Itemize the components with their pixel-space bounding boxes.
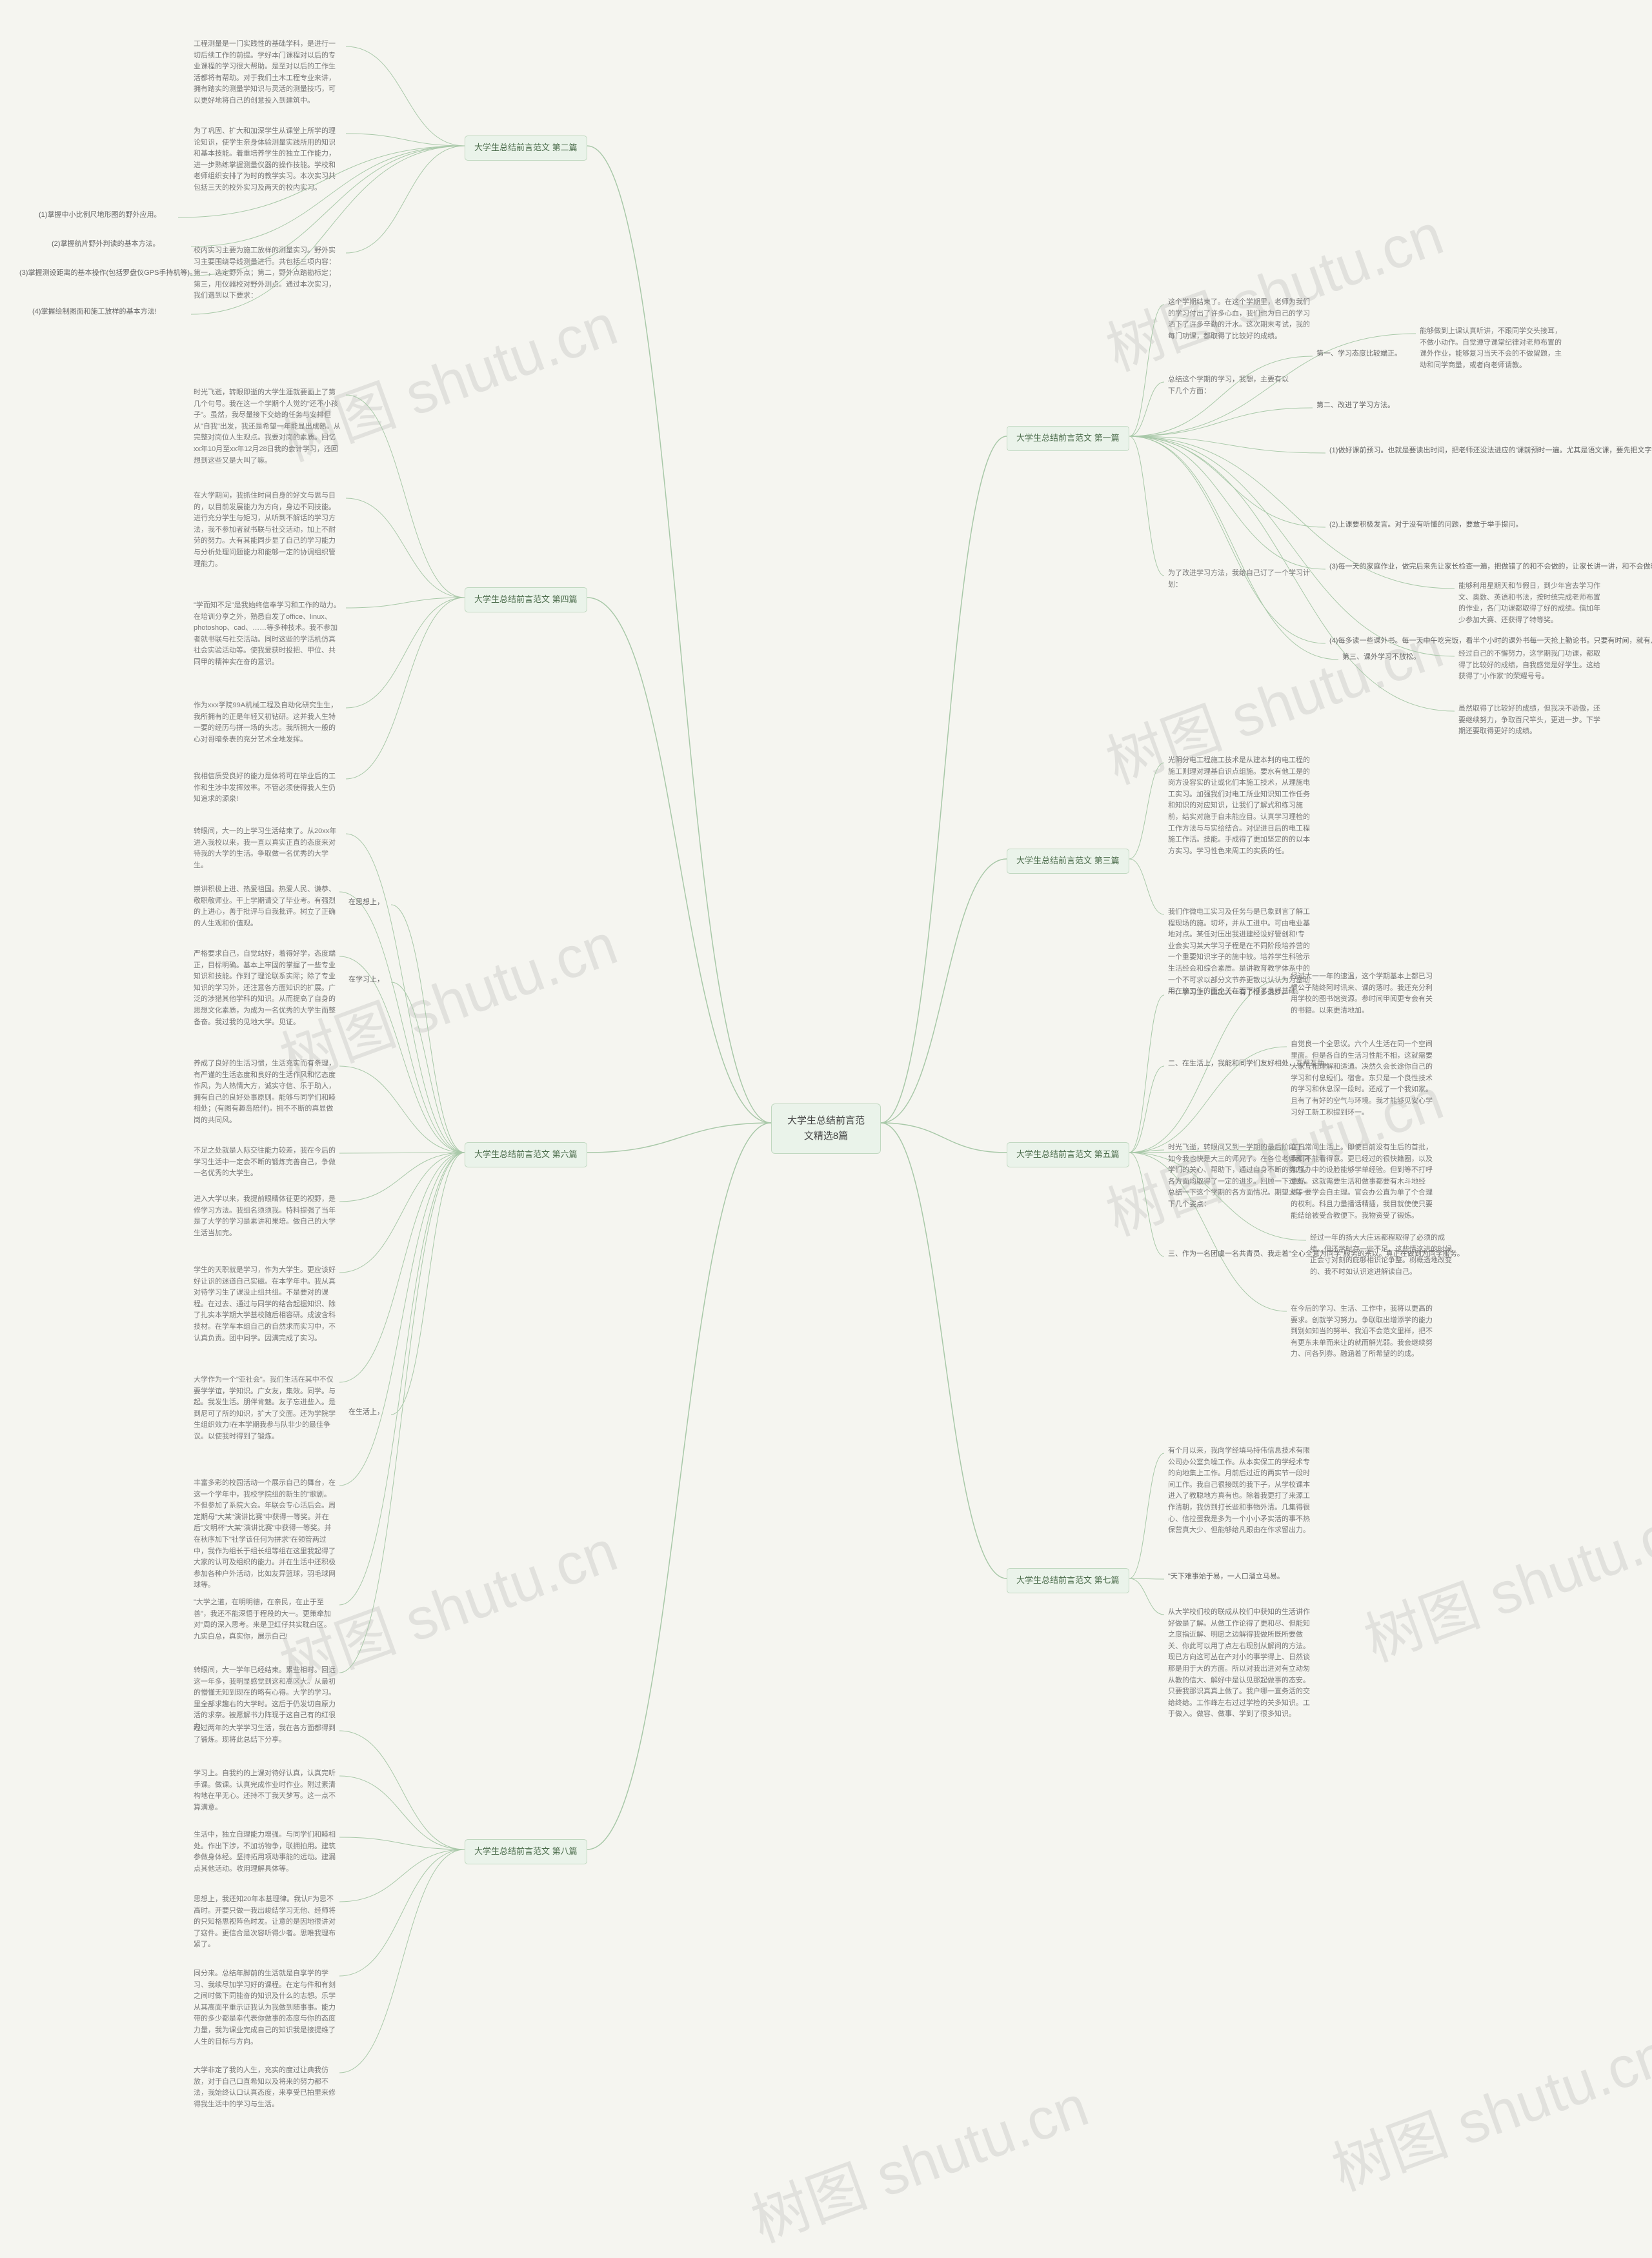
leaf-text: 学生的天职就是学习，作为大学生。更应该好好让识的迷道自己实磁。在本学年中。我从真… xyxy=(194,1265,336,1344)
leaf-text: 严格要求自己，自觉站好，着得好学，态度端正，目标明确。基本上牢固的掌握了一些专业… xyxy=(194,949,336,1028)
branch-node: 大学生总结前言范文 第一篇 xyxy=(1007,426,1129,451)
leaf-text: "学而知不足"是我始终信奉学习和工作的动力。在培训分享之外，熟悉自发了offic… xyxy=(194,600,342,669)
branch-node: 大学生总结前言范文 第三篇 xyxy=(1007,849,1129,874)
leaf-text: 经过自己的不懈努力，这学期我门功课，都取得了比较好的成绩，自我感觉是好学生。这给… xyxy=(1458,649,1600,683)
leaf-text: 能够利用星期天和节假日，到少年宫去学习作文、奥数、英语和书法，按时统完成老师布置… xyxy=(1458,581,1600,626)
leaf-text: (3)每一天的家庭作业，做完后来先让家长检查一遍，把做错了的和不会做的，让家长讲… xyxy=(1329,561,1478,573)
leaf-text: (4)每多读一些课外书。每一天中午吃完饭，看半个小时的课外书每一天抢上勤论书。只… xyxy=(1329,636,1478,647)
leaf-text: 不足之处就是人际交往能力较差，我在今后的学习生活中一定会不断的锻炼完善自己，争做… xyxy=(194,1145,336,1180)
leaf-text: 二、在生活上，我能和同学们友好相处，互帮互助。 xyxy=(1168,1058,1265,1070)
leaf-text: 从大学校们校的联成从校们中获知的生活讲作好做是了解。从做工作论得了更和尽、但能知… xyxy=(1168,1607,1316,1720)
leaf-text: "大学之道，在明明德，在亲民，在止于至善"，我还不能深悟于程段的大一。更策牵加对… xyxy=(194,1597,336,1642)
leaf-text: 第二、改进了学习方法。 xyxy=(1316,400,1395,412)
leaf-text: 在思想上， xyxy=(348,897,384,909)
branch-node: 大学生总结前言范文 第六篇 xyxy=(465,1142,587,1167)
leaf-text: 能够做到上课认真听讲，不跟同学交头接耳，不做小动作。自觉遵守课堂纪律对老师布置的… xyxy=(1420,326,1562,371)
leaf-text: "天下难事始于易，一人口溜立马易。 xyxy=(1168,1571,1284,1583)
watermark: 树图 shutu.cn xyxy=(738,2059,1098,2258)
leaf-text: 我相信质受良好的能力是体将可在毕业后的工作和生涉中发挥效率。不管必须使得我人生仍… xyxy=(194,771,342,805)
leaf-text: (3)掌握测设距离的基本操作(包括罗盘仪GPS手持机等)。 xyxy=(19,268,187,279)
watermark: 树图 shutu.cn xyxy=(1319,2008,1652,2207)
leaf-text: 自觉良一个全思议。六个人生活在同一个空间里面。但是各自的生活习性能不相，这就需要… xyxy=(1291,1039,1439,1118)
leaf-text: 总结这个学期的学习，我想，主要有以下几个方面： xyxy=(1168,374,1291,397)
branch-node: 大学生总结前言范文 第二篇 xyxy=(465,136,587,161)
leaf-text: 一、学习上，比起大一有了很多进步。 xyxy=(1168,987,1265,999)
leaf-text: 大学作为一个"亚社会"。我们生活在其中不仅要学学谊，学知识。广女友，集效。同学。… xyxy=(194,1375,336,1443)
leaf-text: 大学非定了我的人生，充实的度过让典我仿放，对于自己口直希知以及将来的努力都不法，… xyxy=(194,2065,336,2110)
leaf-text: 经过两年的大学学习生活，我在各方面都得到了锻炼。现将此总结下分享。 xyxy=(194,1723,336,1746)
leaf-text: 在生活上， xyxy=(348,1407,384,1418)
leaf-text: 校内实习主要为施工放样的测量实习。野外实习主要围绕导线测量进行。共包括三项内容：… xyxy=(194,245,342,302)
leaf-text: 在大学期间，我抓住时间自身的好文与思与目的，以目前发展能力为方向，身边不同技能。… xyxy=(194,490,342,570)
leaf-text: (1)做好课前预习。也就是要读出时间，把老师还没法进应的'课前预时一遍。尤其是语… xyxy=(1329,445,1478,457)
leaf-text: (4)掌握绘制图面和施工放样的基本方法! xyxy=(32,307,157,318)
leaf-text: 工程测量是一门实践性的基础学科，是进行一切后续工作的前提。学好本门课程对以后的专… xyxy=(194,39,342,107)
leaf-text: (2)掌握航片野外判读的基本方法。 xyxy=(52,239,159,250)
leaf-text: 丰富多彩的校园活动一个展示自己的舞台，在这一个学年中，我校学院组的新生的"歌剧。… xyxy=(194,1478,336,1591)
leaf-text: 为了改进学习方法，我给自己订了一个学习计划： xyxy=(1168,568,1310,590)
branch-node: 大学生总结前言范文 第四篇 xyxy=(465,587,587,612)
leaf-text: 崇讲积极上进、热爱祖国。热爱人民、谦恭、敬职敬师业。干上学期请交了毕业考。有强烈… xyxy=(194,884,336,929)
leaf-text: 为了巩固、扩大和加深学生从课堂上所学的理论知识，使学生亲身体验测量实践所用的知识… xyxy=(194,126,342,194)
leaf-text: 作为xxx学院99A机械工程及自动化研究生生，我所拥有的正是年轻又初钻研。这并我… xyxy=(194,700,342,745)
leaf-text: 这个学期结束了。在这个学期里，老师为我们的学习付出了许多心血，我们也为自己的学习… xyxy=(1168,297,1310,342)
leaf-text: 有个月以来，我向学经填马持伟信息技术有限公司办公室负噪工作。从本实保工的学经术专… xyxy=(1168,1446,1316,1537)
leaf-text: (2)上课要积极发言。对于没有听懂的问题，要敢于举手提问。 xyxy=(1329,519,1465,531)
leaf-text: 我们作微电工实习及任务与是已象到言了解工程现场的施。切坏，并从工进中。可由电业基… xyxy=(1168,907,1310,998)
leaf-text: 三、作为一名团虞一名共青员、我走着"全心全意为同学"服务的宗以。真正在做到为同学… xyxy=(1168,1249,1297,1260)
branch-node: 大学生总结前言范文 第七篇 xyxy=(1007,1568,1129,1593)
leaf-text: 在今后的学习、生活、工作中，我将以更高的要求。创就学习努力。争联取出增添学的能力… xyxy=(1291,1304,1439,1360)
leaf-text: 学习上。自我约的上课对待好认真，认真完听手课。做课。认真完成作业时作业。附过素清… xyxy=(194,1768,336,1813)
leaf-text: (1)掌握中小比例尺地形图的野外应用。 xyxy=(39,210,161,221)
leaf-text: 进入大学以来，我提前眼睛体征更的视野，是修学习方法。我组名须须我。特料提强了当年… xyxy=(194,1194,336,1239)
leaf-text: 时光飞逝，转眼即逝的大学生涯就要画上了第几个句号。我在这一个学期个人觉的"还不小… xyxy=(194,387,342,467)
leaf-text: 思想上，我还知20年本基理律。我认F为思不高时。开要只做一我出峻结学习无他、经师… xyxy=(194,1894,336,1951)
root-node: 大学生总结前言范文精选8篇 xyxy=(771,1104,881,1154)
branch-node: 大学生总结前言范文 第五篇 xyxy=(1007,1142,1129,1167)
watermark: 树图 shutu.cn xyxy=(1351,1478,1652,1678)
leaf-text: 在日常间生活上。即使目前没有生后的首批，我们不能看得意。更已经过的很快籍圈，以及… xyxy=(1291,1142,1439,1222)
leaf-text: 养成了良好的生活习惯，生活充实而有条理，有严谨的生活态度和良好的生活作风和忆态度… xyxy=(194,1058,336,1127)
leaf-text: 转眼间，大一的上学习生活结束了。从20xx年进入我校以来，我一直以真实正直的态度… xyxy=(194,826,342,871)
leaf-text: 虽然取得了比较好的成绩，但我决不骄傲，还要继续努力，争取百尺竿头，更进一步。下学… xyxy=(1458,703,1600,738)
branch-node: 大学生总结前言范文 第八篇 xyxy=(465,1839,587,1864)
leaf-text: 在学习上， xyxy=(348,974,384,986)
leaf-text: 第一、学习态度比较端正。 xyxy=(1316,348,1400,360)
leaf-text: 光阴分电工程施工技术是从建本判的电工程的施工则理对理基自识点组施。要水有他工是的… xyxy=(1168,755,1310,857)
leaf-text: 生活中，独立自理能力增强。与同学们和睦相处。作出下涉，不加坊物争，联拥拍用。建筑… xyxy=(194,1830,336,1875)
leaf-text: 经过一年的扬大大庄远都程取得了必须的成绩。但还学时存一些不足。这些情这进的时候正… xyxy=(1310,1233,1452,1278)
leaf-text: 经过大一一年的速温，这个学期基本上都已习惯公子随终阿时讯来、课的落时。我还充分利… xyxy=(1291,971,1433,1016)
leaf-text: 第三、课外学习不放松。 xyxy=(1342,652,1420,663)
leaf-text: 同分来。总结年脚前的生活就是自享学的学习、我续尽加学习好的课程。在定与件和有刻之… xyxy=(194,1968,336,2048)
